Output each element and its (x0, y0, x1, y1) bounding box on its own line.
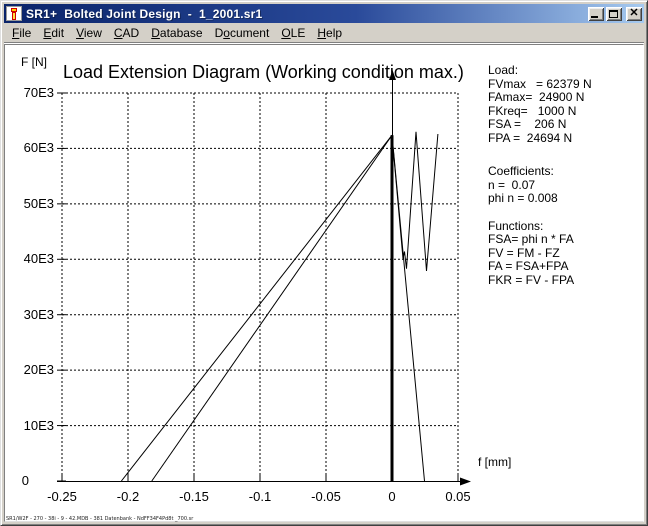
coefficient-line: phi n = 0.008 (488, 191, 558, 205)
x-tick-label: 0 (388, 489, 396, 504)
minimize-icon (591, 15, 598, 18)
x-tick-label: -0.25 (47, 489, 77, 504)
y-axis-arrow (389, 70, 396, 80)
menu-item-cad[interactable]: CAD (113, 25, 140, 40)
menu-bar: File Edit View CAD Database Document OLE Help (4, 23, 644, 43)
y-tick-label: 30E3 (23, 306, 54, 322)
coefficient-line: n = 0.07 (488, 177, 536, 192)
minimize-button[interactable] (588, 6, 604, 21)
chart-title: Load Extension Diagram (Working conditio… (63, 62, 464, 82)
load-value-line: FPA = 24694 N (488, 130, 573, 145)
load-section: Load: FVmax = 62379 N FAmax= 24900 N FKreq=… (488, 63, 646, 145)
function-line: FSA= phi n * FA (488, 232, 574, 246)
load-value-line: FVmax = 62379 N (488, 76, 592, 91)
x-tick-label: 0.05 (445, 489, 471, 504)
y-tick-label: 10E3 (23, 417, 54, 433)
maximize-button[interactable] (606, 6, 622, 21)
titlebar[interactable]: SR1+ Bolted Joint Design - 1_2001.sr1 ✕ (4, 4, 644, 23)
coefficient-line: Coefficients: (488, 164, 554, 178)
y-tick-label: 50E3 (23, 195, 54, 211)
x-tick-label: -0.2 (116, 489, 140, 504)
menu-item-view[interactable]: View (76, 25, 102, 40)
function-line: Functions: (488, 218, 544, 233)
series-bolt-line-after-embedding (151, 134, 393, 482)
bolt-icon (11, 8, 17, 12)
client-area (4, 44, 644, 522)
function-line: FA = FSA+FPA (488, 259, 569, 273)
y-tick-label: 0 (21, 473, 29, 488)
series-working-load-oscillation (391, 131, 439, 271)
x-axis-title: f [mm] (478, 455, 512, 469)
load-value-line: FSA = 206 N (488, 117, 567, 131)
status-text: SR1/W2F - 270 - 38i - 9 - 42.MDB - 381 D… (6, 516, 194, 522)
series-bolt-line-loading (121, 134, 393, 482)
info-panel: Load: FVmax = 62379 N FAmax= 24900 N FKreq=… (488, 63, 646, 301)
load-value-line: Load: (488, 63, 519, 77)
menu-item-edit[interactable]: Edit (43, 25, 65, 40)
functions-section: Functions: FSA= phi n * FA FV = FM - FZ FA … (488, 218, 646, 288)
y-tick-label: 70E3 (23, 85, 54, 100)
load-value-line: FAmax= 24900 N (488, 90, 585, 104)
coefficients-section: Coefficients: n = 0.07 phi n = 0.008 (488, 164, 646, 206)
app-icon[interactable] (6, 6, 22, 21)
close-button[interactable]: ✕ (626, 6, 642, 21)
function-line: FKR = FV - FPA (488, 272, 575, 287)
y-axis-title: F [N] (21, 55, 47, 69)
y-tick-label: 20E3 (23, 362, 54, 378)
menu-item-file[interactable]: File (12, 25, 32, 40)
menu-item-help[interactable]: Help (317, 25, 343, 40)
function-line: FV = FM - FZ (488, 245, 560, 260)
menu-item-document[interactable]: Document (214, 25, 270, 40)
x-tick-label: -0.15 (179, 489, 209, 504)
load-value-line: FKreq= 1000 N (488, 103, 577, 118)
maximize-icon (609, 9, 618, 18)
y-tick-label: 60E3 (23, 140, 54, 156)
menu-item-ole[interactable]: OLE (281, 25, 306, 40)
y-tick-label: 40E3 (23, 251, 54, 267)
window-title: SR1+ Bolted Joint Design - 1_2001.sr1 (26, 6, 263, 21)
x-axis-arrow (460, 477, 471, 486)
bolt-icon-shaft (12, 12, 16, 20)
menu-item-database[interactable]: Database (151, 25, 203, 40)
x-tick-label: -0.05 (311, 489, 341, 504)
x-tick-label: -0.1 (248, 489, 272, 504)
window-controls: ✕ (588, 6, 642, 21)
close-icon: ✕ (629, 6, 639, 19)
